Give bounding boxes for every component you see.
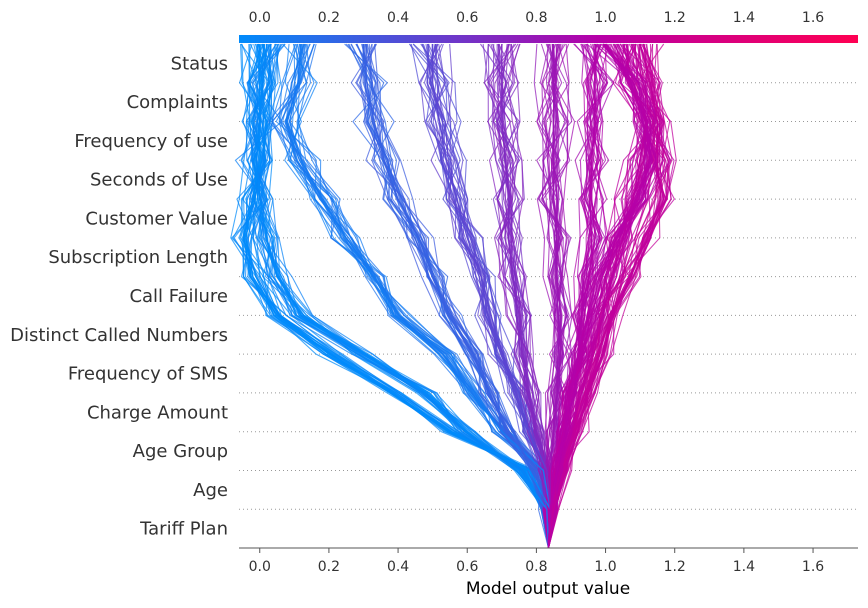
feature-label: Seconds of Use [90, 170, 228, 191]
decision-line-2-5 [286, 43, 551, 549]
feature-label: Tariff Plan [139, 519, 228, 540]
decision-line-5-24 [483, 43, 556, 549]
decision-line-1-24 [246, 43, 550, 549]
decision-line-rep-9 [547, 43, 662, 549]
bottom-tick-layer: 0.0 0.2 0.4 0.6 0.8 1.0 1.2 1.4 1.6 [249, 548, 824, 575]
decision-line-2-8 [290, 43, 550, 549]
x-axis-title: Model output value [466, 579, 630, 599]
top-tick-layer: 0.0 0.2 0.4 0.6 0.8 1.0 1.2 1.4 1.6 [249, 10, 825, 26]
decision-line-3-14 [344, 43, 550, 549]
decision-line-2-24 [271, 43, 550, 549]
feature-label: Customer Value [85, 208, 228, 229]
decision-line-2-13 [275, 43, 553, 549]
decision-line-2-1 [285, 43, 552, 549]
decision-line-2-15 [278, 43, 550, 549]
decision-lines-layer [230, 43, 677, 549]
decision-line-1-6 [253, 43, 555, 549]
feature-label: Frequency of use [74, 131, 228, 152]
feature-label: Charge Amount [87, 402, 228, 423]
top-x-tick-label: 0.6 [456, 10, 478, 26]
feature-label: Age [193, 480, 228, 501]
bottom-x-tick-label: 1.2 [664, 559, 686, 575]
feature-label: Subscription Length [48, 247, 228, 268]
decision-line-10-27 [547, 43, 671, 549]
decision-line-rep-5 [501, 44, 551, 549]
bottom-x-tick-label: 0.2 [318, 559, 340, 575]
decision-line-rep-6 [547, 44, 562, 549]
decision-line-3-21 [356, 43, 550, 549]
top-x-tick-label: 1.2 [664, 10, 686, 26]
decision-line-rep-1 [255, 43, 550, 549]
bottom-x-tick-label: 0.8 [525, 559, 547, 575]
top-x-tick-label: 1.0 [594, 10, 616, 26]
bottom-x-tick-label: 0.6 [456, 559, 478, 575]
top-x-tick-label: 0.2 [318, 10, 340, 26]
decision-line-9-24 [547, 43, 672, 549]
decision-line-rep-3 [362, 43, 550, 549]
bottom-x-tick-label: 0.4 [387, 559, 409, 575]
decision-line-rep-4 [431, 44, 551, 549]
feature-label-layer: Status Complaints Frequency of use Seconds … [10, 53, 228, 539]
bottom-x-tick-label: 0.0 [249, 559, 271, 575]
decision-line-2-11 [289, 43, 551, 549]
decision-line-6-20 [546, 43, 563, 549]
top-x-tick-label: 1.4 [733, 10, 755, 26]
feature-label: Status [171, 53, 228, 74]
decision-line-rep-8 [547, 43, 648, 549]
decision-line-4-25 [409, 43, 550, 549]
decision-line-3-27 [368, 43, 550, 549]
decision-line-2-18 [271, 43, 554, 549]
decision-line-9-19 [547, 43, 673, 549]
decision-line-2-9 [287, 43, 550, 549]
feature-label: Age Group [133, 441, 228, 462]
feature-label: Frequency of SMS [68, 364, 228, 385]
decision-line-2-22 [285, 43, 551, 549]
top-x-tick-label: 1.6 [802, 10, 824, 26]
top-x-tick-label: 0.0 [249, 10, 271, 26]
top-x-tick-label: 0.4 [387, 10, 409, 26]
feature-label: Call Failure [129, 286, 228, 307]
decision-line-2-16 [296, 43, 550, 549]
feature-label: Distinct Called Numbers [10, 325, 228, 346]
decision-line-2-26 [282, 43, 552, 549]
feature-label: Complaints [127, 92, 228, 113]
bottom-x-tick-label: 1.4 [733, 559, 755, 575]
decision-line-5-23 [492, 43, 550, 549]
decision-line-2-4 [271, 43, 550, 549]
decision-line-10-25 [547, 43, 654, 549]
decision-line-2-2 [297, 43, 550, 549]
bottom-x-tick-label: 1.0 [594, 559, 616, 575]
bottom-x-tick-label: 1.6 [802, 559, 824, 575]
colorbar [239, 35, 858, 43]
top-x-tick-label: 0.8 [525, 10, 547, 26]
decision-line-9-16 [547, 43, 665, 549]
decision-line-rep-2 [286, 43, 551, 549]
decision-line-rep-10 [547, 43, 652, 549]
